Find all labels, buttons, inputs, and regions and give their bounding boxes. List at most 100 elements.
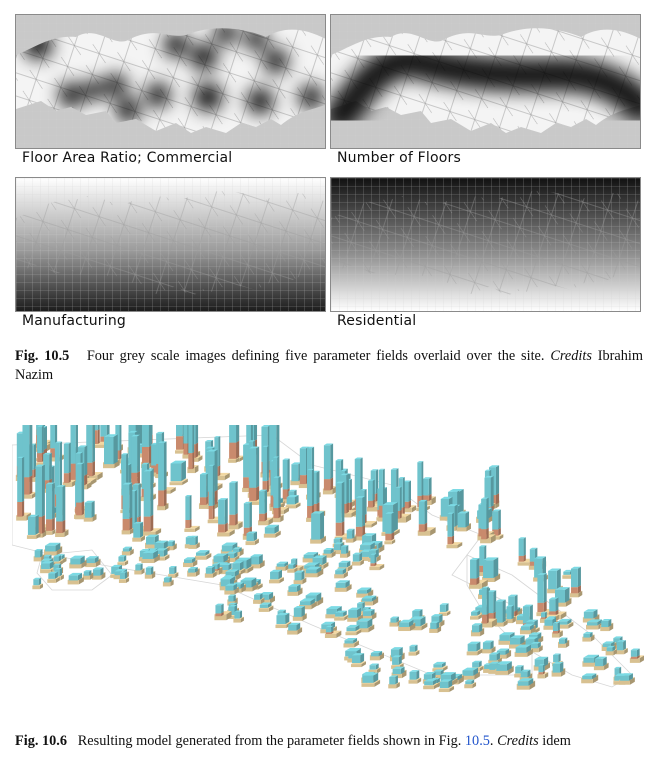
building-block xyxy=(249,446,260,488)
building-block xyxy=(515,644,531,653)
building-block xyxy=(583,609,598,619)
building-block xyxy=(392,666,405,675)
building-block xyxy=(63,471,71,483)
caption-10-5-text: Four grey scale images defining five par… xyxy=(86,348,545,364)
building-block xyxy=(369,663,379,670)
building-block xyxy=(558,637,568,644)
building-block xyxy=(361,595,377,602)
building-block xyxy=(616,640,626,651)
building-block xyxy=(362,672,379,683)
building-block xyxy=(370,553,377,564)
building-block xyxy=(70,555,85,565)
caption-10-5-credits-label: Credits xyxy=(550,348,592,364)
building-block xyxy=(338,560,351,568)
floors-map-image xyxy=(331,15,640,148)
panel-label-far: Floor Area Ratio; Commercial xyxy=(22,150,233,166)
building-block xyxy=(234,610,243,619)
building-block xyxy=(293,605,305,617)
building-block xyxy=(346,624,360,632)
building-block xyxy=(620,673,633,681)
building-block xyxy=(167,540,175,547)
building-block xyxy=(355,496,366,527)
building-block xyxy=(389,675,398,685)
building-block xyxy=(41,561,54,570)
building-block xyxy=(27,514,39,535)
building-block xyxy=(208,464,215,506)
building-block xyxy=(229,481,238,515)
building-block xyxy=(583,632,593,638)
building-block xyxy=(482,640,494,650)
building-block xyxy=(225,569,239,577)
building-block xyxy=(122,517,133,531)
building-block xyxy=(481,497,489,530)
building-block xyxy=(199,472,209,498)
building-block xyxy=(185,495,192,521)
building-block xyxy=(213,553,228,563)
building-block xyxy=(188,567,198,573)
building-block xyxy=(363,609,375,616)
building-block xyxy=(254,593,263,600)
building-block xyxy=(462,667,479,676)
building-block xyxy=(496,648,510,655)
building-block xyxy=(155,548,168,557)
building-block xyxy=(33,577,42,586)
building-block xyxy=(538,664,545,673)
building-block xyxy=(390,616,399,623)
figure-10-6-caption: Fig. 10.6 Resulting model generated from… xyxy=(15,732,643,751)
building-block xyxy=(467,641,481,652)
building-block xyxy=(288,622,301,631)
building-block xyxy=(541,611,547,618)
building-block xyxy=(471,610,481,616)
building-block xyxy=(195,550,210,556)
building-block xyxy=(288,584,301,592)
building-block xyxy=(228,594,236,602)
building-block xyxy=(35,464,45,517)
building-block xyxy=(154,540,168,550)
building-block xyxy=(250,554,263,565)
building-block xyxy=(392,655,402,665)
building-block xyxy=(457,511,470,528)
building-block xyxy=(508,594,518,612)
caption-10-6-figure-link[interactable]: 10.5 xyxy=(464,733,490,749)
caption-10-6-number: Fig. 10.6 xyxy=(15,733,68,749)
panel-label-floors: Number of Floors xyxy=(337,150,461,166)
building-block xyxy=(86,425,95,463)
building-block xyxy=(225,583,237,591)
building-block xyxy=(630,648,640,657)
building-block xyxy=(229,513,238,526)
building-block xyxy=(142,550,158,560)
building-block xyxy=(354,457,363,500)
building-block xyxy=(76,501,85,516)
building-block xyxy=(86,461,95,477)
building-block xyxy=(212,563,220,570)
building-block xyxy=(472,660,482,668)
building-block xyxy=(185,518,192,528)
building-block xyxy=(262,445,269,482)
building-block xyxy=(294,570,305,581)
building-block xyxy=(335,521,345,536)
panel-label-manufacturing: Manufacturing xyxy=(22,313,126,329)
building-block xyxy=(158,441,167,491)
building-block xyxy=(170,460,186,482)
building-block xyxy=(433,669,444,675)
building-block xyxy=(305,566,322,574)
building-block xyxy=(509,635,525,645)
building-block xyxy=(56,519,66,534)
building-block xyxy=(188,452,195,470)
building-block xyxy=(131,434,140,473)
building-block xyxy=(240,577,257,588)
building-block xyxy=(286,495,299,505)
manufacturing-map-image xyxy=(16,178,325,311)
building-block xyxy=(390,647,403,658)
building-block xyxy=(335,580,350,588)
building-block xyxy=(226,551,238,559)
building-block xyxy=(118,555,127,562)
building-block xyxy=(360,542,375,551)
building-block xyxy=(471,623,483,633)
building-block xyxy=(582,673,597,680)
building-block xyxy=(335,610,347,617)
building-block xyxy=(17,456,25,502)
building-block xyxy=(169,566,177,574)
building-block xyxy=(264,524,279,534)
building-block xyxy=(48,571,58,579)
